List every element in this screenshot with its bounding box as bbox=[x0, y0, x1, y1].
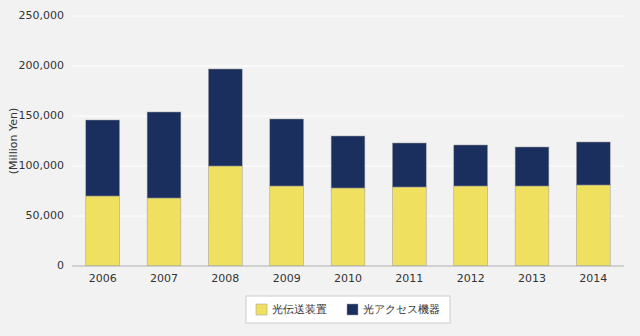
bar bbox=[454, 186, 488, 266]
x-axis-line bbox=[72, 266, 624, 267]
x-tick-label: 2008 bbox=[211, 272, 239, 285]
grid bbox=[72, 16, 624, 266]
bar bbox=[576, 142, 610, 185]
bar bbox=[147, 198, 181, 266]
x-tick-label: 2011 bbox=[395, 272, 423, 285]
grid-line bbox=[72, 266, 624, 267]
y-tick-label: 150,000 bbox=[19, 109, 65, 122]
grid-line bbox=[72, 66, 624, 67]
chart: 0 50,000 100,000 150,000 200,000 250,000 (Mill… bbox=[0, 0, 640, 336]
bar bbox=[208, 166, 242, 266]
y-tick-label: 100,000 bbox=[19, 159, 65, 172]
bar bbox=[392, 143, 426, 187]
bar bbox=[86, 196, 120, 266]
legend: 光伝送装置 光アクセス機器 bbox=[246, 296, 450, 323]
legend-swatch bbox=[256, 304, 267, 315]
x-tick-label: 2009 bbox=[273, 272, 301, 285]
y-tick-label: 50,000 bbox=[26, 209, 65, 222]
bar bbox=[454, 145, 488, 186]
legend-swatch bbox=[347, 304, 358, 315]
x-axis: 2006 2007 2008 2009 2010 2011 2012 2013 2014 bbox=[72, 266, 624, 285]
x-tick-label: 2013 bbox=[518, 272, 546, 285]
y-axis-label: (Million Yen) bbox=[7, 108, 20, 175]
y-tick-label: 0 bbox=[57, 259, 64, 272]
grid-line bbox=[72, 16, 624, 17]
bar bbox=[270, 186, 304, 266]
bar bbox=[147, 112, 181, 198]
bar bbox=[270, 119, 304, 186]
x-tick-label: 2010 bbox=[334, 272, 362, 285]
y-tick-label: 250,000 bbox=[19, 9, 65, 22]
y-axis: 0 50,000 100,000 150,000 200,000 250,000 bbox=[19, 9, 65, 272]
x-tick-label: 2006 bbox=[89, 272, 117, 285]
bar bbox=[331, 136, 365, 188]
y-tick-label: 200,000 bbox=[19, 59, 65, 72]
x-tick-label: 2014 bbox=[579, 272, 607, 285]
background bbox=[0, 0, 640, 336]
legend-label: 光アクセス機器 bbox=[363, 303, 440, 316]
x-tick-label: 2007 bbox=[150, 272, 178, 285]
series bbox=[86, 69, 610, 198]
legend-label: 光伝送装置 bbox=[272, 303, 327, 316]
bar bbox=[515, 186, 549, 266]
bar bbox=[576, 185, 610, 266]
bar bbox=[515, 147, 549, 186]
legend-items: 光伝送装置 光アクセス機器 bbox=[256, 303, 440, 316]
bar bbox=[208, 69, 242, 166]
bar bbox=[392, 187, 426, 266]
bar bbox=[331, 188, 365, 266]
legend-frame bbox=[246, 296, 450, 323]
bars bbox=[86, 69, 610, 266]
bar bbox=[86, 120, 120, 196]
x-tick-label: 2012 bbox=[457, 272, 485, 285]
